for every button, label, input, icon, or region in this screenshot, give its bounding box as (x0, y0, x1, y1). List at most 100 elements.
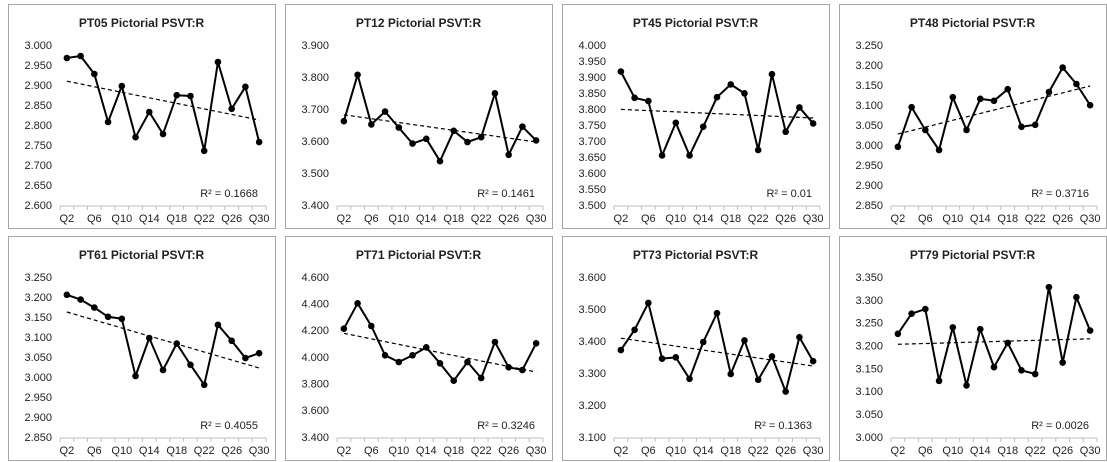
y-tick-label: 3.150 (855, 80, 883, 92)
panel-frame (839, 236, 1107, 461)
x-tick-label: Q6 (918, 213, 933, 225)
data-point (519, 123, 526, 130)
y-tick-label: 3.050 (855, 120, 883, 132)
y-tick-label: 3.400 (578, 336, 606, 348)
data-point (422, 344, 430, 351)
x-tick-label: Q14 (693, 213, 714, 225)
data-point (91, 304, 98, 311)
data-point (809, 357, 817, 365)
data-point (768, 353, 776, 360)
x-tick-label: Q26 (221, 213, 242, 225)
data-point (963, 126, 970, 134)
chart-title: PT05 Pictorial PSVT:R (79, 16, 205, 30)
data-point (935, 146, 943, 154)
r-squared: R² = 0.3246 (477, 420, 535, 432)
data-point (477, 133, 485, 141)
data-point (908, 103, 915, 111)
x-tick-label: Q6 (87, 213, 102, 225)
x-tick-label: Q26 (498, 445, 519, 457)
x-tick-label: Q30 (249, 213, 270, 225)
data-point (491, 338, 499, 346)
x-tick-label: Q22 (471, 445, 492, 457)
data-point (727, 370, 735, 378)
data-point (173, 340, 181, 347)
y-tick-label: 3.800 (301, 72, 329, 84)
x-tick-label: Q2 (337, 213, 352, 225)
y-tick-label: 3.600 (301, 136, 329, 148)
data-point (1031, 121, 1039, 129)
data-point (782, 128, 789, 136)
data-point (242, 354, 249, 362)
y-tick-label: 3.300 (855, 295, 883, 307)
y-tick-label: 3.300 (578, 368, 606, 380)
data-point (477, 374, 485, 382)
chart-title: PT73 Pictorial PSVT:R (633, 248, 759, 262)
data-point (422, 135, 430, 143)
y-tick-label: 3.100 (855, 386, 883, 398)
data-point (354, 71, 361, 79)
data-point (132, 133, 139, 141)
x-tick-label: Q10 (111, 445, 132, 457)
x-tick-label: Q14 (139, 445, 160, 457)
y-tick-label: 4.000 (301, 352, 329, 364)
trendline (620, 337, 814, 367)
y-tick-label: 3.200 (855, 60, 883, 72)
data-point (104, 118, 112, 126)
y-tick-label: 3.000 (24, 40, 52, 52)
panel: PT73 Pictorial PSVT:R 3.100 3.200 3.300 3.40… (562, 236, 830, 461)
data-point (949, 324, 957, 331)
x-tick-label: Q30 (249, 445, 270, 457)
y-tick-label: 2.950 (855, 160, 883, 172)
data-point (1086, 327, 1094, 334)
trendline (66, 311, 260, 369)
data-point (132, 372, 139, 380)
x-tick-label: Q18 (166, 445, 187, 457)
data-point (1045, 283, 1053, 291)
x-tick-label: Q2 (614, 445, 629, 457)
panel: PT71 Pictorial PSVT:R 3.400 3.600 3.800 4.00… (285, 236, 553, 461)
x-tick-label: Q22 (1025, 445, 1046, 457)
x-tick-label: Q22 (748, 445, 769, 457)
y-tick-label: 3.550 (578, 184, 606, 196)
data-point (1045, 88, 1053, 96)
y-tick-label: 3.200 (24, 292, 52, 304)
y-tick-label: 2.900 (24, 80, 52, 92)
data-point (686, 375, 693, 383)
data-point (436, 157, 444, 165)
data-point (228, 105, 235, 113)
y-tick-label: 3.700 (578, 136, 606, 148)
r-squared: R² = 0.01 (766, 188, 812, 200)
x-tick-label: Q10 (111, 213, 132, 225)
x-tick-label: Q26 (221, 445, 242, 457)
panel: PT05 Pictorial PSVT:R 2.600 2.650 2.700 2.75… (8, 4, 276, 229)
x-tick-label: Q6 (87, 445, 102, 457)
r-squared: R² = 0.3716 (1031, 188, 1089, 200)
x-tick-label: Q6 (364, 445, 379, 457)
data-point (645, 97, 652, 105)
x-tick-label: Q22 (471, 213, 492, 225)
x-tick-label: Q26 (775, 213, 796, 225)
data-point (990, 363, 998, 371)
data-point (450, 377, 458, 384)
y-tick-label: 3.050 (24, 352, 52, 364)
data-point (1073, 293, 1080, 301)
x-tick-label: Q26 (1052, 213, 1073, 225)
x-tick-label: Q6 (364, 213, 379, 225)
data-point (255, 138, 263, 146)
chart-title: PT61 Pictorial PSVT:R (79, 248, 205, 262)
data-point (532, 340, 540, 347)
x-tick-label: Q18 (997, 445, 1018, 457)
x-tick-label: Q10 (942, 445, 963, 457)
x-tick-label: Q14 (970, 213, 991, 225)
y-tick-label: 3.150 (24, 312, 52, 324)
y-tick-label: 3.600 (578, 168, 606, 180)
data-point (894, 143, 902, 151)
y-tick-label: 3.750 (578, 120, 606, 132)
trendline (343, 332, 537, 373)
y-tick-label: 3.600 (578, 272, 606, 284)
y-tick-label: 3.150 (855, 363, 883, 375)
x-tick-label: Q22 (1025, 213, 1046, 225)
data-point (796, 333, 803, 341)
